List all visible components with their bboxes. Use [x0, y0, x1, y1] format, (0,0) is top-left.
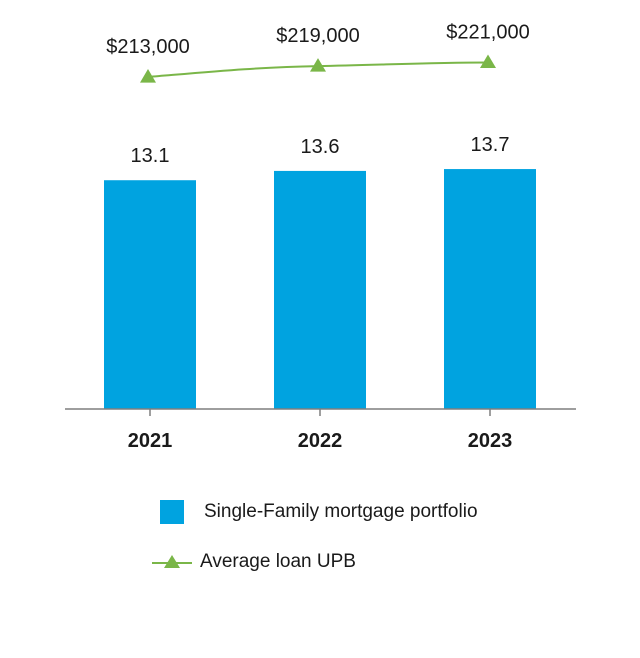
bar-label-2021: 13.1: [131, 145, 170, 167]
legend-item-upb: Average loan UPB: [152, 550, 356, 574]
bar-2022: [274, 170, 366, 409]
x-tick-label-2023: 2023: [468, 430, 513, 452]
legend-swatch-bar: [160, 500, 184, 524]
line-point-2023: [480, 54, 496, 69]
line-label-2021: $213,000: [106, 36, 189, 58]
line-label-2022: $219,000: [276, 25, 359, 47]
x-tick-label-2021: 2021: [128, 430, 173, 452]
x-tick-label-2022: 2022: [298, 430, 343, 452]
legend-item-portfolio: Single-Family mortgage portfolio: [152, 500, 478, 524]
chart: 13.1 13.6 13.7 2021 2022 2023 $213,000 $219,000…: [65, 21, 576, 452]
bar-label-2023: 13.7: [471, 134, 510, 156]
bar-2023: [444, 169, 536, 409]
bar-2021: [104, 180, 196, 409]
legend-label-upb: Average loan UPB: [200, 551, 356, 572]
line-label-2023: $221,000: [446, 21, 529, 43]
line-point-2021: [140, 69, 156, 83]
bar-label-2022: 13.6: [301, 136, 340, 158]
legend-label-portfolio: Single-Family mortgage portfolio: [204, 501, 478, 522]
line-point-2022: [310, 58, 326, 72]
legend-triangle-icon: [164, 555, 180, 568]
legend-swatch-line: [152, 555, 192, 568]
